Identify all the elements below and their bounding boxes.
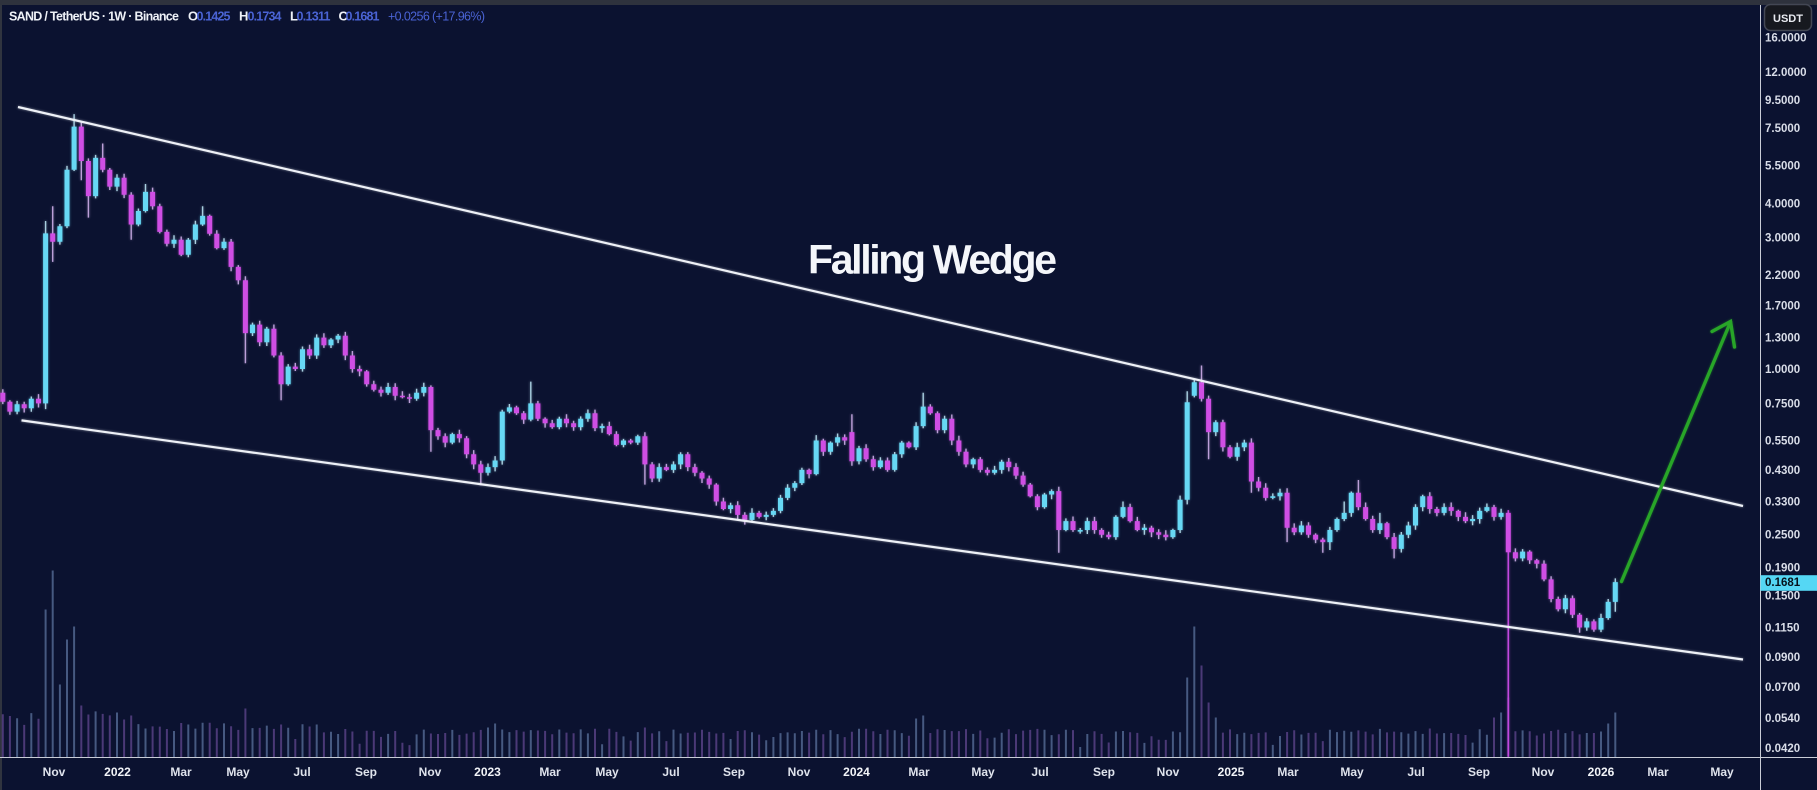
svg-text:SAND / TetherUS · 1W · Binance: SAND / TetherUS · 1W · Binance O0.1425 H0.… xyxy=(9,9,485,24)
svg-text:0.1681: 0.1681 xyxy=(1765,577,1801,589)
svg-text:Falling Wedge: Falling Wedge xyxy=(808,237,1057,283)
svg-text:USDT: USDT xyxy=(1773,13,1803,25)
